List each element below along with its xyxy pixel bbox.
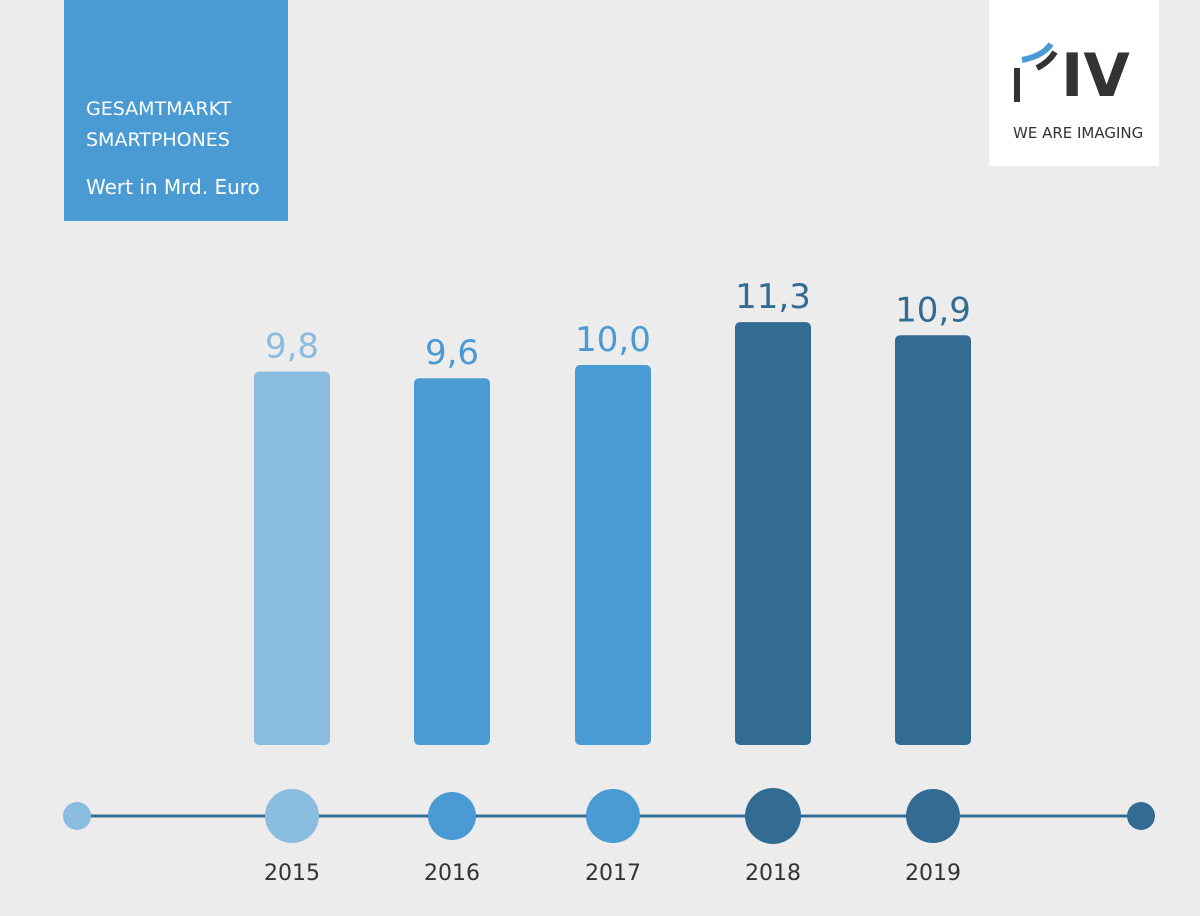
chart-title-line-1: GESAMTMARKT [86, 98, 232, 120]
tick-label-2016: 2016 [424, 861, 480, 886]
timeline-dot-2017 [586, 789, 640, 843]
bar-2018 [735, 322, 811, 745]
bar-2017 [575, 365, 651, 745]
value-label-2017: 10,0 [575, 320, 651, 360]
timeline-dot-2019 [906, 789, 960, 843]
bar-2015 [254, 371, 330, 745]
tick-label-2015: 2015 [264, 861, 320, 886]
logo-text: IV [1061, 41, 1130, 106]
bars-layer [254, 322, 971, 745]
piv-logo-mark: IV [1014, 41, 1130, 106]
timeline-end-dot [1127, 802, 1155, 830]
tick-label-2017: 2017 [585, 861, 641, 886]
timeline-start-dot [63, 802, 91, 830]
value-label-2015: 9,8 [265, 327, 319, 367]
chart-subtitle: Wert in Mrd. Euro [86, 175, 260, 199]
tick-label-2018: 2018 [745, 861, 801, 886]
chart-title-line-2: SMARTPHONES [86, 129, 230, 151]
value-label-2019: 10,9 [895, 290, 971, 330]
value-label-2016: 9,6 [425, 333, 479, 373]
timeline-layer [63, 788, 1155, 844]
tick-labels-layer: 2015 2016 2017 2018 2019 [264, 861, 961, 886]
value-label-2018: 11,3 [735, 277, 811, 317]
timeline-dot-2018 [745, 788, 801, 844]
piv-logo: IV WE ARE IMAGING [989, 0, 1159, 166]
bar-2019 [895, 335, 971, 745]
timeline-dot-2015 [265, 789, 319, 843]
value-labels-layer: 9,8 9,6 10,0 11,3 10,9 [265, 277, 971, 373]
logo-tagline: WE ARE IMAGING [1013, 124, 1144, 142]
tick-label-2019: 2019 [905, 861, 961, 886]
chart-title-box: GESAMTMARKT SMARTPHONES Wert in Mrd. Eur… [64, 0, 288, 221]
bar-2016 [414, 378, 490, 745]
timeline-dot-2016 [428, 792, 476, 840]
